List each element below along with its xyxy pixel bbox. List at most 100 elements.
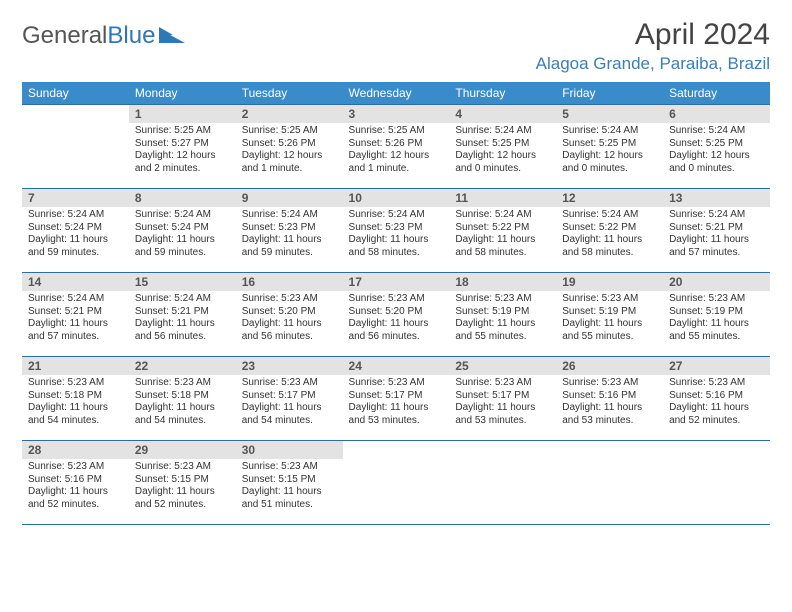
day-number: 3 [343, 105, 450, 123]
sunset-text: Sunset: 5:24 PM [135, 222, 230, 235]
daylight-text-2: and 52 minutes. [669, 415, 764, 428]
day-number: 12 [556, 189, 663, 207]
sunrise-text: Sunrise: 5:24 AM [28, 293, 123, 306]
daylight-text-2: and 55 minutes. [562, 331, 657, 344]
daylight-text-1: Daylight: 12 hours [349, 150, 444, 163]
day-info: Sunrise: 5:23 AMSunset: 5:18 PMDaylight:… [22, 375, 129, 431]
sunset-text: Sunset: 5:22 PM [562, 222, 657, 235]
sunset-text: Sunset: 5:21 PM [669, 222, 764, 235]
day-info: Sunrise: 5:24 AMSunset: 5:24 PMDaylight:… [129, 207, 236, 263]
day-number: 26 [556, 357, 663, 375]
sunrise-text: Sunrise: 5:23 AM [455, 293, 550, 306]
daylight-text-1: Daylight: 11 hours [562, 234, 657, 247]
calendar-cell: 18Sunrise: 5:23 AMSunset: 5:19 PMDayligh… [449, 273, 556, 357]
sunrise-text: Sunrise: 5:23 AM [28, 377, 123, 390]
sunset-text: Sunset: 5:20 PM [242, 306, 337, 319]
sunrise-text: Sunrise: 5:24 AM [28, 209, 123, 222]
day-info: Sunrise: 5:24 AMSunset: 5:25 PMDaylight:… [556, 123, 663, 179]
calendar-cell [22, 105, 129, 189]
weekday-header: Saturday [663, 82, 770, 105]
sunrise-text: Sunrise: 5:23 AM [135, 461, 230, 474]
calendar-cell: 9Sunrise: 5:24 AMSunset: 5:23 PMDaylight… [236, 189, 343, 273]
daylight-text-2: and 51 minutes. [242, 499, 337, 512]
day-info: Sunrise: 5:23 AMSunset: 5:18 PMDaylight:… [129, 375, 236, 431]
daylight-text-1: Daylight: 11 hours [669, 318, 764, 331]
daylight-text-2: and 59 minutes. [28, 247, 123, 260]
sunset-text: Sunset: 5:17 PM [349, 390, 444, 403]
daylight-text-1: Daylight: 11 hours [28, 402, 123, 415]
daylight-text-1: Daylight: 11 hours [349, 402, 444, 415]
weekday-header: Thursday [449, 82, 556, 105]
sunset-text: Sunset: 5:16 PM [562, 390, 657, 403]
calendar-cell: 10Sunrise: 5:24 AMSunset: 5:23 PMDayligh… [343, 189, 450, 273]
sunset-text: Sunset: 5:19 PM [669, 306, 764, 319]
sunrise-text: Sunrise: 5:23 AM [669, 293, 764, 306]
daylight-text-1: Daylight: 11 hours [349, 234, 444, 247]
daylight-text-1: Daylight: 11 hours [455, 402, 550, 415]
sunset-text: Sunset: 5:25 PM [455, 138, 550, 151]
brand-part1: General [22, 22, 107, 50]
calendar-cell: 1Sunrise: 5:25 AMSunset: 5:27 PMDaylight… [129, 105, 236, 189]
sunset-text: Sunset: 5:19 PM [455, 306, 550, 319]
calendar-cell: 7Sunrise: 5:24 AMSunset: 5:24 PMDaylight… [22, 189, 129, 273]
daylight-text-2: and 58 minutes. [562, 247, 657, 260]
sunset-text: Sunset: 5:17 PM [242, 390, 337, 403]
day-number: 2 [236, 105, 343, 123]
calendar-cell: 2Sunrise: 5:25 AMSunset: 5:26 PMDaylight… [236, 105, 343, 189]
daylight-text-2: and 56 minutes. [135, 331, 230, 344]
calendar-cell: 24Sunrise: 5:23 AMSunset: 5:17 PMDayligh… [343, 357, 450, 441]
calendar-row: 7Sunrise: 5:24 AMSunset: 5:24 PMDaylight… [22, 189, 770, 273]
sunset-text: Sunset: 5:27 PM [135, 138, 230, 151]
day-number: 1 [129, 105, 236, 123]
daylight-text-1: Daylight: 11 hours [28, 486, 123, 499]
daylight-text-2: and 54 minutes. [28, 415, 123, 428]
calendar-cell: 6Sunrise: 5:24 AMSunset: 5:25 PMDaylight… [663, 105, 770, 189]
daylight-text-2: and 56 minutes. [242, 331, 337, 344]
calendar-cell: 17Sunrise: 5:23 AMSunset: 5:20 PMDayligh… [343, 273, 450, 357]
day-number: 19 [556, 273, 663, 291]
daylight-text-2: and 59 minutes. [135, 247, 230, 260]
daylight-text-1: Daylight: 11 hours [135, 234, 230, 247]
sunset-text: Sunset: 5:22 PM [455, 222, 550, 235]
daylight-text-2: and 0 minutes. [455, 163, 550, 176]
weekday-header-row: Sunday Monday Tuesday Wednesday Thursday… [22, 82, 770, 105]
daylight-text-1: Daylight: 11 hours [669, 234, 764, 247]
weekday-header: Wednesday [343, 82, 450, 105]
sunset-text: Sunset: 5:20 PM [349, 306, 444, 319]
sunset-text: Sunset: 5:24 PM [28, 222, 123, 235]
sunset-text: Sunset: 5:17 PM [455, 390, 550, 403]
day-info: Sunrise: 5:23 AMSunset: 5:15 PMDaylight:… [236, 459, 343, 515]
day-info: Sunrise: 5:23 AMSunset: 5:17 PMDaylight:… [449, 375, 556, 431]
calendar-row: 28Sunrise: 5:23 AMSunset: 5:16 PMDayligh… [22, 441, 770, 525]
day-info: Sunrise: 5:24 AMSunset: 5:21 PMDaylight:… [129, 291, 236, 347]
day-number: 16 [236, 273, 343, 291]
sunrise-text: Sunrise: 5:23 AM [562, 377, 657, 390]
calendar-cell: 22Sunrise: 5:23 AMSunset: 5:18 PMDayligh… [129, 357, 236, 441]
daylight-text-2: and 1 minute. [349, 163, 444, 176]
day-info: Sunrise: 5:23 AMSunset: 5:19 PMDaylight:… [556, 291, 663, 347]
day-number: 18 [449, 273, 556, 291]
sunset-text: Sunset: 5:15 PM [135, 474, 230, 487]
daylight-text-2: and 53 minutes. [562, 415, 657, 428]
daylight-text-2: and 54 minutes. [135, 415, 230, 428]
daylight-text-2: and 56 minutes. [349, 331, 444, 344]
day-number: 6 [663, 105, 770, 123]
sunset-text: Sunset: 5:25 PM [669, 138, 764, 151]
daylight-text-1: Daylight: 11 hours [242, 486, 337, 499]
daylight-text-2: and 54 minutes. [242, 415, 337, 428]
calendar-cell: 14Sunrise: 5:24 AMSunset: 5:21 PMDayligh… [22, 273, 129, 357]
sunset-text: Sunset: 5:26 PM [242, 138, 337, 151]
calendar-cell: 27Sunrise: 5:23 AMSunset: 5:16 PMDayligh… [663, 357, 770, 441]
calendar-cell: 16Sunrise: 5:23 AMSunset: 5:20 PMDayligh… [236, 273, 343, 357]
daylight-text-1: Daylight: 11 hours [349, 318, 444, 331]
sunrise-text: Sunrise: 5:23 AM [242, 461, 337, 474]
calendar-cell [663, 441, 770, 525]
month-title: April 2024 [536, 18, 770, 52]
daylight-text-2: and 53 minutes. [455, 415, 550, 428]
sunset-text: Sunset: 5:16 PM [28, 474, 123, 487]
calendar-cell: 13Sunrise: 5:24 AMSunset: 5:21 PMDayligh… [663, 189, 770, 273]
header: GeneralBlue April 2024 Alagoa Grande, Pa… [22, 18, 770, 74]
sunset-text: Sunset: 5:21 PM [28, 306, 123, 319]
sunset-text: Sunset: 5:26 PM [349, 138, 444, 151]
calendar-cell: 28Sunrise: 5:23 AMSunset: 5:16 PMDayligh… [22, 441, 129, 525]
